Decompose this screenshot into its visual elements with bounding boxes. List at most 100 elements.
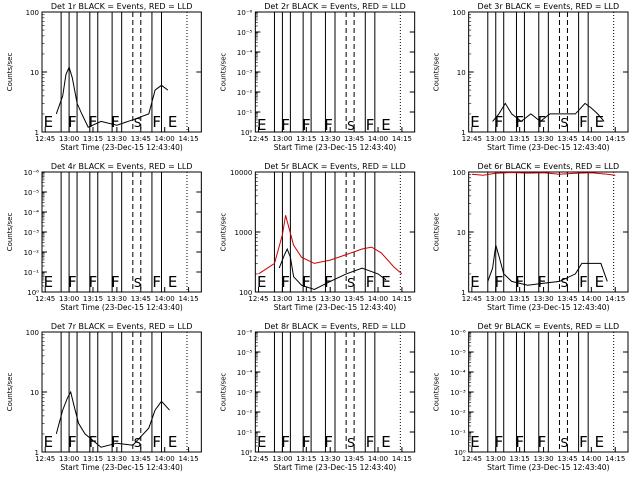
y-tick-label: 10⁻³	[450, 389, 466, 397]
x-tick-label: 13:30	[320, 135, 340, 143]
x-tick-label: 13:30	[107, 295, 127, 303]
y-tick-label: 100	[452, 9, 465, 17]
y-tick-label: 10⁻²	[450, 409, 466, 417]
y-tick-label: 10⁻⁶	[450, 329, 466, 337]
segment-marker: F	[68, 433, 77, 451]
segment-marker: F	[538, 433, 547, 451]
panel-title: Det 5r BLACK = Events, RED = LLD	[264, 162, 406, 171]
x-tick-label: 13:45	[131, 135, 151, 143]
x-tick-label: 13:00	[486, 295, 506, 303]
segment-marker: F	[366, 433, 375, 451]
panel-det-3: Det 3r BLACK = Events, RED = LLD 1 10 100 Co…	[433, 2, 629, 152]
y-tick-label: 100	[239, 289, 252, 297]
panel-det-8: Det 8r BLACK = Events, RED = LLD 10⁰ 10⁻¹ 1…	[219, 322, 416, 472]
segment-marker: F	[111, 113, 120, 131]
lld-series	[258, 215, 403, 275]
x-tick-label: 13:15	[296, 135, 316, 143]
panel-title: Det 1r BLACK = Events, RED = LLD	[51, 2, 193, 11]
x-axis-label: Start Time (23-Dec-15 12:43:40)	[487, 463, 609, 472]
segment-marker: F	[324, 433, 333, 451]
segment-marker: F	[366, 116, 375, 134]
panel-title: Det 2r BLACK = Events, RED = LLD	[264, 2, 406, 11]
segment-marker: F	[579, 433, 588, 451]
segment-marker: F	[515, 273, 524, 291]
segment-marker: E	[381, 273, 390, 291]
y-tick-label: 10⁻²	[24, 249, 40, 257]
x-tick-label: 14:00	[581, 455, 601, 463]
y-tick-label: 10⁻¹	[24, 269, 40, 277]
y-tick-label: 100	[26, 329, 39, 337]
segment-marker: F	[495, 273, 504, 291]
y-tick-label: 10⁻¹	[237, 429, 253, 437]
segment-marker: F	[538, 273, 547, 291]
x-tick-label: 12:45	[248, 295, 268, 303]
x-tick-label: 13:00	[272, 295, 292, 303]
segment-marker: E	[168, 273, 177, 291]
x-tick-label: 12:45	[462, 135, 482, 143]
segment-marker: S	[347, 276, 355, 290]
x-tick-label: 12:45	[248, 455, 268, 463]
x-tick-label: 13:00	[59, 295, 79, 303]
x-tick-label: 13:45	[344, 295, 364, 303]
x-tick-label: 13:30	[107, 455, 127, 463]
segment-marker: F	[495, 433, 504, 451]
y-tick-label: 10⁻³	[237, 389, 253, 397]
segment-marker: S	[347, 436, 355, 450]
y-tick-label: 10⁻⁵	[450, 349, 466, 357]
x-tick-label: 13:30	[533, 295, 553, 303]
y-tick-label: 10⁻⁴	[237, 49, 253, 57]
segment-marker: E	[381, 116, 390, 134]
x-tick-label: 14:15	[605, 135, 625, 143]
events-series	[487, 245, 608, 286]
segment-marker: E	[381, 433, 390, 451]
segment-marker: F	[89, 433, 98, 451]
x-tick-label: 14:15	[605, 455, 625, 463]
y-tick-label: 1000	[235, 229, 253, 237]
y-axis-label: Counts/sec	[433, 53, 441, 92]
y-tick-label: 10⁰	[241, 449, 253, 457]
segment-marker: S	[347, 119, 355, 133]
y-tick-label: 100	[26, 9, 39, 17]
segment-marker: F	[515, 113, 524, 131]
segment-marker: E	[470, 433, 479, 451]
segment-marker: F	[68, 113, 77, 131]
segment-marker: S	[134, 436, 142, 450]
x-tick-label: 13:15	[510, 295, 530, 303]
segment-marker: F	[579, 113, 588, 131]
x-tick-label: 13:45	[557, 455, 577, 463]
y-tick-label: 10	[457, 69, 466, 77]
x-tick-label: 13:45	[344, 455, 364, 463]
panel-title: Det 6r BLACK = Events, RED = LLD	[478, 162, 620, 171]
y-tick-label: 1	[35, 449, 39, 457]
segment-marker: F	[495, 113, 504, 131]
x-tick-label: 13:45	[557, 295, 577, 303]
segment-marker: F	[89, 273, 98, 291]
x-tick-label: 13:00	[486, 135, 506, 143]
x-tick-label: 12:45	[35, 455, 55, 463]
y-tick-label: 10⁻⁴	[237, 369, 253, 377]
x-tick-label: 13:15	[83, 135, 103, 143]
x-tick-label: 13:00	[486, 455, 506, 463]
x-axis-label: Start Time (23-Dec-15 12:43:40)	[487, 143, 609, 152]
events-series	[492, 102, 605, 123]
segment-marker: E	[44, 433, 53, 451]
x-tick-label: 12:45	[35, 135, 55, 143]
segment-marker: E	[595, 113, 604, 131]
panel-title: Det 3r BLACK = Events, RED = LLD	[478, 2, 620, 11]
segment-marker: F	[579, 273, 588, 291]
panel-title: Det 4r BLACK = Events, RED = LLD	[51, 162, 193, 171]
x-tick-label: 14:00	[155, 295, 175, 303]
x-tick-label: 13:15	[83, 295, 103, 303]
panel-det-9: Det 9r BLACK = Events, RED = LLD 10⁰ 10⁻¹ 1…	[433, 322, 629, 472]
x-axis-label: Start Time (23-Dec-15 12:43:40)	[274, 303, 396, 312]
y-axis-label: Counts/sec	[219, 53, 227, 92]
segment-marker: F	[302, 116, 311, 134]
segment-marker: F	[281, 433, 290, 451]
x-tick-label: 14:15	[178, 295, 198, 303]
segment-marker: F	[366, 273, 375, 291]
x-tick-label: 14:15	[392, 135, 412, 143]
segment-marker: F	[515, 433, 524, 451]
y-tick-label: 10⁻¹	[237, 109, 253, 117]
x-tick-label: 14:00	[368, 135, 388, 143]
y-tick-label: 10⁻⁶	[237, 9, 253, 17]
